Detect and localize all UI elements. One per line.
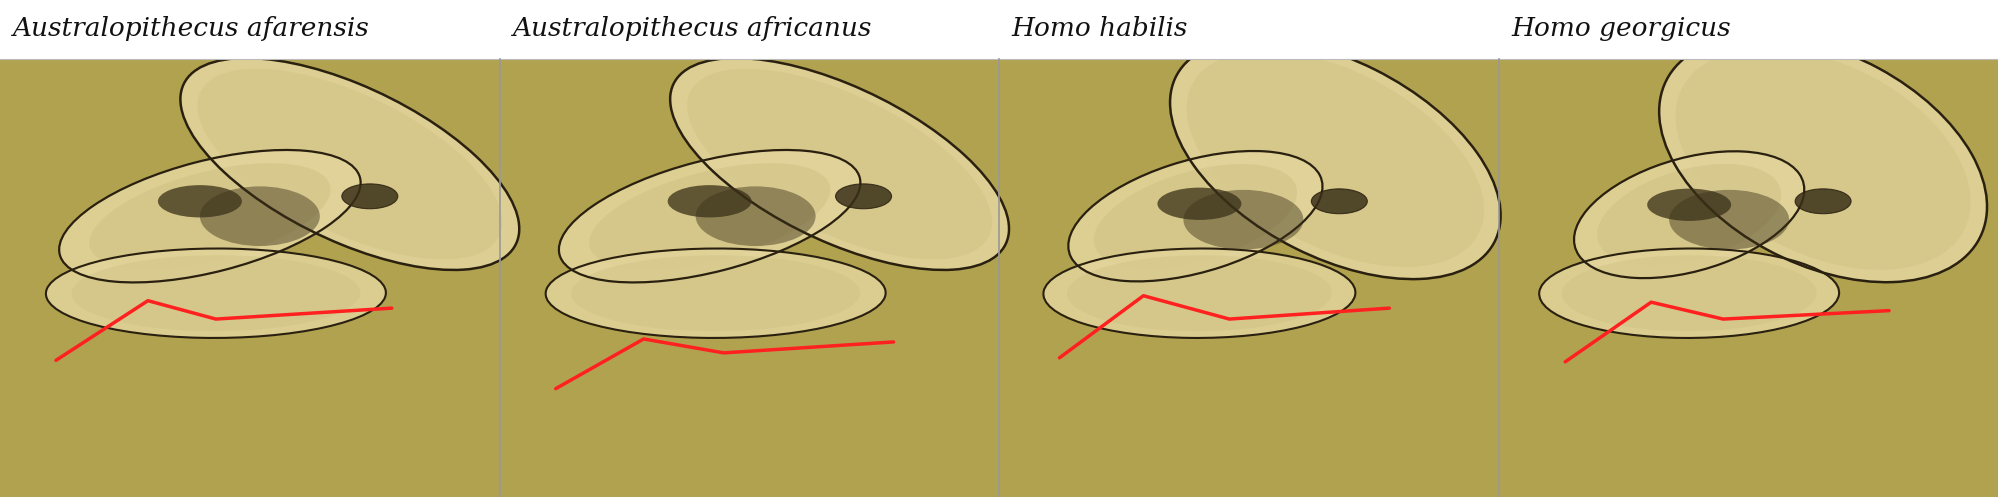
Ellipse shape <box>200 186 320 246</box>
Ellipse shape <box>1646 188 1730 221</box>
Text: Homo habilis: Homo habilis <box>1011 16 1187 41</box>
Ellipse shape <box>1183 190 1303 249</box>
Ellipse shape <box>1043 248 1355 338</box>
Ellipse shape <box>669 58 1009 270</box>
Ellipse shape <box>180 58 519 270</box>
Ellipse shape <box>667 185 751 218</box>
Ellipse shape <box>695 186 815 246</box>
Ellipse shape <box>1668 190 1788 249</box>
Bar <box>999 59 1498 497</box>
Text: Australopithecus afarensis: Australopithecus afarensis <box>12 16 368 41</box>
Ellipse shape <box>342 184 398 209</box>
Ellipse shape <box>559 150 859 282</box>
Ellipse shape <box>72 255 360 331</box>
Ellipse shape <box>687 69 991 259</box>
Bar <box>0 0 1998 59</box>
Ellipse shape <box>1169 39 1500 279</box>
Ellipse shape <box>1674 48 1970 270</box>
Ellipse shape <box>1538 248 1838 338</box>
Ellipse shape <box>46 248 386 338</box>
Bar <box>500 59 999 497</box>
Bar <box>1498 59 1998 497</box>
Ellipse shape <box>1560 255 1816 331</box>
Text: Australopithecus africanus: Australopithecus africanus <box>511 16 871 41</box>
Ellipse shape <box>1658 36 1986 282</box>
Ellipse shape <box>1187 51 1483 267</box>
Ellipse shape <box>545 248 885 338</box>
Ellipse shape <box>1067 151 1323 281</box>
Bar <box>0 59 500 497</box>
Ellipse shape <box>90 163 330 269</box>
Ellipse shape <box>835 184 891 209</box>
Ellipse shape <box>60 150 360 282</box>
Ellipse shape <box>1067 255 1331 331</box>
Text: Homo georgicus: Homo georgicus <box>1510 16 1730 41</box>
Ellipse shape <box>158 185 242 218</box>
Ellipse shape <box>198 69 501 259</box>
Ellipse shape <box>571 255 859 331</box>
Ellipse shape <box>1093 164 1297 268</box>
Ellipse shape <box>1572 151 1804 278</box>
Ellipse shape <box>1596 164 1780 265</box>
Ellipse shape <box>589 163 829 269</box>
Ellipse shape <box>1794 189 1850 214</box>
Ellipse shape <box>1311 189 1367 214</box>
Ellipse shape <box>1157 188 1241 220</box>
